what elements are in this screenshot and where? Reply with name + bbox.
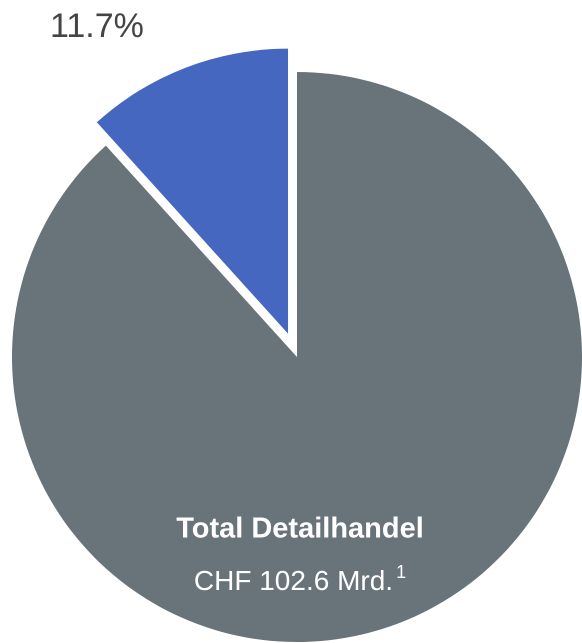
pie-slice (12, 72, 582, 642)
footnote-mark: 1 (396, 562, 406, 582)
annotation-text: CHF 102.6 Mrd. (194, 565, 393, 596)
value-label: 11.7% (50, 7, 144, 45)
pie-slice (96, 48, 289, 334)
annotation: CHF 102.6 Mrd. 1 (194, 562, 406, 597)
slice-label: Total Detailhandel (176, 513, 424, 545)
